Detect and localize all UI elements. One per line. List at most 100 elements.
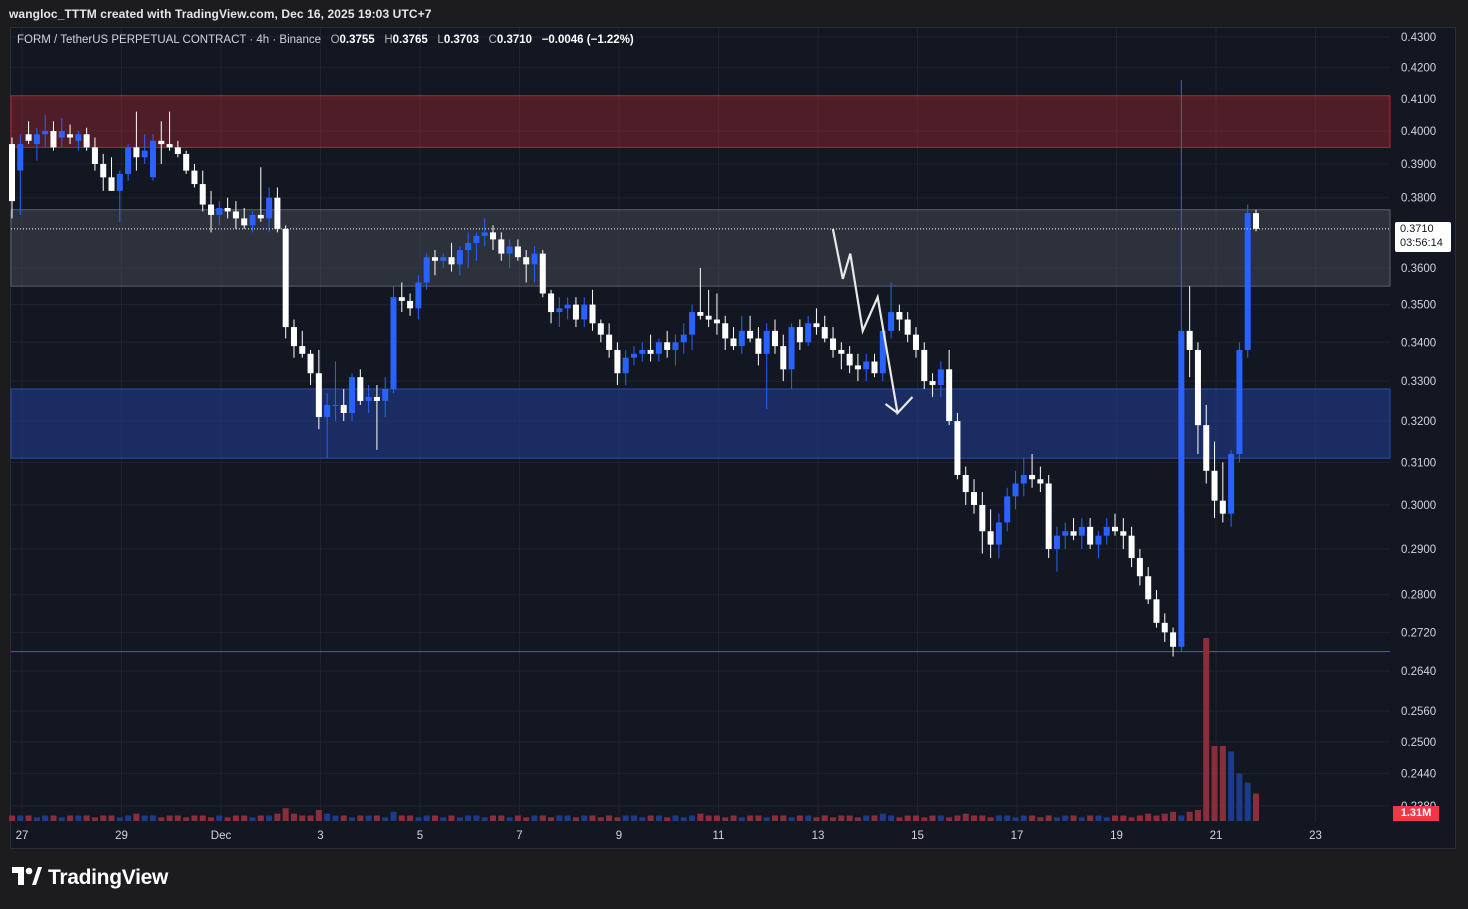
volume-bar — [1145, 813, 1152, 821]
volume-bar — [58, 817, 65, 821]
candle-body — [879, 330, 886, 374]
candle-body — [199, 184, 206, 205]
time-axis-label: 27 — [16, 830, 29, 842]
candle-body — [1087, 526, 1094, 545]
candle-body — [67, 134, 74, 138]
demand-zone — [10, 388, 1391, 459]
volume-bar — [655, 815, 662, 821]
volume-bar — [174, 815, 181, 821]
volume-bar — [929, 815, 936, 821]
volume-bar — [904, 815, 911, 821]
volume-bar — [1161, 813, 1168, 821]
volume-bar — [349, 817, 356, 821]
candle-body — [937, 369, 944, 386]
candle-body — [158, 140, 165, 145]
volume-bar — [241, 815, 248, 821]
volume-bar — [647, 815, 654, 821]
candle-body — [946, 369, 953, 422]
projection-arrowhead — [884, 403, 899, 414]
volume-bar — [232, 815, 239, 821]
volume-bar — [1070, 815, 1077, 821]
candle-body — [1186, 330, 1193, 350]
candle-body — [771, 330, 778, 347]
candle-body — [266, 197, 273, 219]
volume-bar — [622, 815, 629, 821]
volume-bar — [382, 817, 389, 821]
price-axis-label: 0.4000 — [1401, 126, 1436, 138]
candle-body — [971, 492, 978, 505]
tradingview-brand[interactable]: TradingView — [12, 866, 168, 890]
candle-body — [1170, 632, 1177, 647]
open-label: O — [330, 34, 340, 46]
candle-body — [1029, 475, 1036, 480]
volume-bar — [307, 815, 314, 821]
candle-body — [531, 253, 538, 265]
candle-body — [506, 246, 513, 254]
candle-body — [1112, 526, 1119, 532]
candle-body — [232, 211, 239, 219]
volume-bar — [290, 813, 297, 821]
candle-body — [357, 377, 364, 401]
candle-body — [1095, 535, 1102, 545]
volume-bar — [1037, 817, 1044, 821]
volume-bar — [838, 815, 845, 821]
candle-body — [647, 349, 654, 354]
price-axis-label: 0.2560 — [1401, 706, 1436, 718]
volume-bar — [1087, 815, 1094, 821]
volume-bar — [863, 815, 870, 821]
candle-body — [954, 421, 961, 476]
volume-bar — [83, 815, 90, 821]
volume-bar — [9, 815, 15, 821]
volume-bar — [888, 815, 895, 821]
change-value: −0.0046 (−1.22%) — [541, 34, 634, 46]
price-axis-label: 0.3900 — [1401, 159, 1436, 171]
candle-body — [979, 504, 986, 532]
volume-bar — [324, 813, 331, 821]
candle-body — [340, 404, 347, 413]
volume-bar — [556, 815, 563, 821]
candle-body — [813, 323, 820, 328]
candle-body — [1194, 349, 1201, 426]
candle-body — [17, 144, 24, 171]
volume-bar — [1170, 811, 1177, 821]
time-axis-label: 21 — [1210, 830, 1223, 842]
volume-bar — [25, 815, 32, 821]
volume-bar — [771, 815, 778, 821]
candle-body — [1128, 535, 1135, 559]
price-axis-label: 0.3100 — [1401, 457, 1436, 469]
candle-body — [639, 349, 646, 354]
time-axis-label: 13 — [812, 830, 825, 842]
candle-body — [290, 327, 297, 347]
volume-bar — [75, 815, 82, 821]
time-axis-label: 23 — [1309, 830, 1322, 842]
volume-bar — [763, 817, 770, 821]
volume-bar — [158, 817, 165, 821]
candle-body — [539, 253, 546, 294]
volume-bar — [664, 817, 671, 821]
price-axis-label: 0.3500 — [1401, 300, 1436, 312]
volume-bar — [407, 815, 414, 821]
candle-body — [125, 147, 132, 174]
candle-body — [1236, 349, 1243, 455]
candle-body — [780, 346, 787, 370]
volume-bar — [1244, 782, 1251, 821]
volume-bar — [473, 815, 480, 821]
close-value: 0.3710 — [496, 34, 533, 46]
candle-body — [763, 330, 770, 354]
volume-bar — [100, 815, 107, 821]
volume-bar — [1186, 811, 1193, 821]
volume-bar — [299, 815, 306, 821]
volume-bar — [1252, 793, 1259, 821]
candle-body — [630, 353, 637, 358]
candle-body — [465, 242, 472, 251]
candle-body — [705, 315, 712, 320]
candle-body — [332, 404, 339, 406]
candle-body — [382, 388, 389, 401]
volume-bar — [730, 815, 737, 821]
volume-bar — [523, 817, 530, 821]
volume-bar — [788, 817, 795, 821]
candle-body — [299, 346, 306, 354]
publisher-caption: wangloc_TTTM created with TradingView.co… — [9, 7, 432, 21]
candle-body — [514, 246, 521, 258]
